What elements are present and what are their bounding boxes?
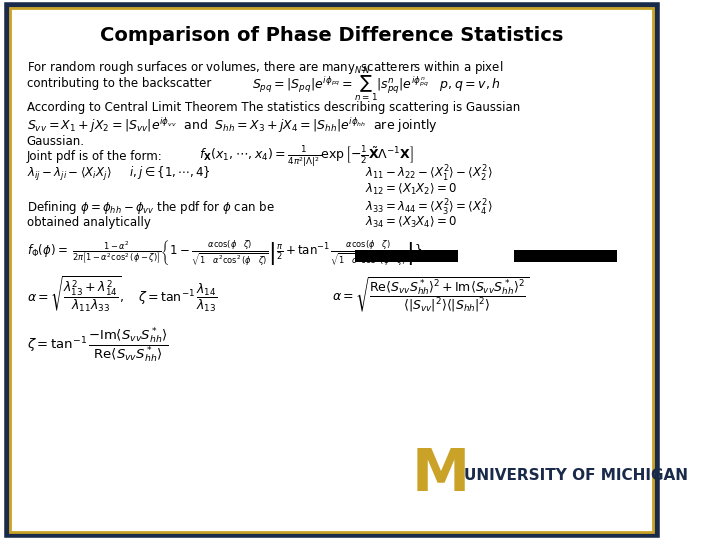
Text: $\lambda_{33} = \lambda_{44} = \langle X_3^2 \rangle = \langle X_4^2 \rangle$: $\lambda_{33} = \lambda_{44} = \langle X… [365,198,492,218]
Text: Gaussian.: Gaussian. [27,135,84,148]
Text: $f_\Phi(\phi) = \;\frac{1-\alpha^2}{2\pi\left[1 - \alpha^2\cos^2(\phi-\zeta)\rig: $f_\Phi(\phi) = \;\frac{1-\alpha^2}{2\pi… [27,239,422,268]
Text: $\zeta = \tan^{-1}\dfrac{-\mathrm{Im}\langle S_{vv}S_{hh}^*\rangle}{\mathrm{Re}\: $\zeta = \tan^{-1}\dfrac{-\mathrm{Im}\la… [27,326,168,366]
Text: For random rough surfaces or volumes, there are many$_N$scatterers within a pixe: For random rough surfaces or volumes, th… [27,59,503,76]
Text: $\lambda_{34} = \langle X_3 X_4 \rangle = 0$: $\lambda_{34} = \langle X_3 X_4 \rangle … [365,215,457,230]
Text: Comparison of Phase Difference Statistics: Comparison of Phase Difference Statistic… [100,25,563,45]
Text: $\lambda_{12} = \langle X_1 X_2 \rangle = 0$: $\lambda_{12} = \langle X_1 X_2 \rangle … [365,181,457,197]
Text: $\alpha = \sqrt{\dfrac{\mathrm{Re}\langle S_{vv}S_{hh}^*\rangle^2 + \mathrm{Im}\: $\alpha = \sqrt{\dfrac{\mathrm{Re}\langl… [332,275,528,314]
FancyBboxPatch shape [514,250,617,262]
Text: contributing to the backscatter: contributing to the backscatter [27,77,211,90]
FancyBboxPatch shape [6,5,657,535]
Text: obtained analytically: obtained analytically [27,216,150,229]
Text: Defining $\phi = \phi_{hh} - \phi_{vv}$ the pdf for $\phi$ can be: Defining $\phi = \phi_{hh} - \phi_{vv}$ … [27,199,274,217]
Text: $\lambda_{11} - \lambda_{22} - \langle X_1^2 \rangle - \langle X_2^2 \rangle$: $\lambda_{11} - \lambda_{22} - \langle X… [365,164,492,184]
Text: $\lambda_{ij} - \lambda_{ji} - \langle X_i X_j \rangle$     $i,j \in \{1,\cdots,: $\lambda_{ij} - \lambda_{ji} - \langle X… [27,165,210,183]
Text: $\alpha = \sqrt{\dfrac{\lambda_{13}^2 + \lambda_{14}^2}{\lambda_{11}\lambda_{33}: $\alpha = \sqrt{\dfrac{\lambda_{13}^2 + … [27,274,217,314]
Text: According to Central Limit Theorem The statistics describing scattering is Gauss: According to Central Limit Theorem The s… [27,102,520,114]
Text: $f_{\mathbf{X}}(x_1,\cdots,x_4) = \frac{1}{4\pi^2|\Lambda|^2}\exp\left[-\frac{1}: $f_{\mathbf{X}}(x_1,\cdots,x_4) = \frac{… [199,144,414,169]
Text: UNIVERSITY OF MICHIGAN: UNIVERSITY OF MICHIGAN [464,468,688,483]
Text: $S_{pq} = |S_{pq}|e^{i\phi_{pq}} = \sum_{n=1}^{N}|s_{pq}^n|e^{i\phi_{pq}^n}$$\qu: $S_{pq} = |S_{pq}|e^{i\phi_{pq}} = \sum_… [252,64,500,104]
Text: Joint pdf is of the form:: Joint pdf is of the form: [27,150,162,163]
Text: $\mathbf{M}$: $\mathbf{M}$ [411,447,466,503]
Text: $S_{vv} = X_1 + jX_2 = |S_{vv}|e^{i\phi_{vv}}$  and  $S_{hh} = X_3 + jX_4 = |S_{: $S_{vv} = X_1 + jX_2 = |S_{vv}|e^{i\phi_… [27,116,437,134]
FancyBboxPatch shape [355,250,458,262]
